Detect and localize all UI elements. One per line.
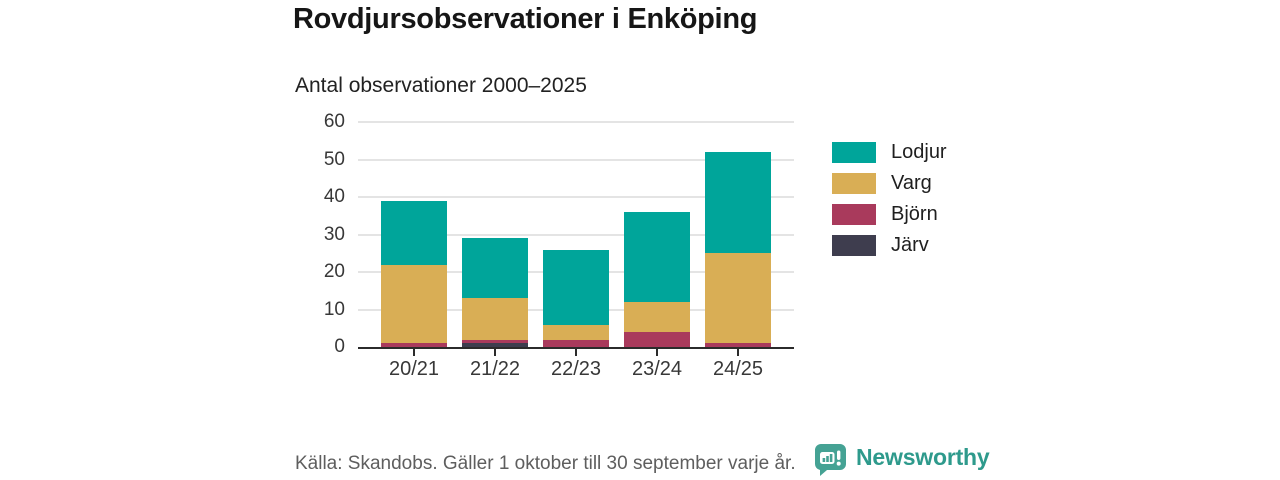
- axis-tick: [737, 349, 739, 356]
- legend-label: Järv: [891, 234, 929, 256]
- legend: Lodjur Varg Björn Järv: [832, 141, 947, 266]
- bar-stack: [624, 122, 690, 347]
- legend-label: Björn: [891, 203, 938, 225]
- legend-label: Lodjur: [891, 141, 947, 163]
- legend-swatch: [832, 142, 876, 163]
- brand-lockup: Newsworthy: [814, 443, 990, 476]
- y-tick-label: 0: [334, 336, 345, 357]
- axis-tick: [575, 349, 577, 356]
- bar-stack: [543, 122, 609, 347]
- bar-segment: [462, 339, 528, 344]
- x-tick-label: 24/25: [712, 358, 764, 380]
- bar-segment: [381, 343, 447, 347]
- x-tick-label: 22/23: [550, 358, 602, 380]
- bar-stack: [381, 122, 447, 347]
- chart-title: Rovdjursobservationer i Enköping: [293, 3, 758, 35]
- bar-segment: [705, 253, 771, 344]
- y-tick-label: 30: [323, 223, 345, 245]
- axis-tick: [656, 349, 658, 356]
- bar-segment: [624, 302, 690, 332]
- legend-row: Varg: [832, 172, 947, 194]
- grid-line: [358, 196, 794, 198]
- x-tick-label: 23/24: [631, 358, 683, 380]
- axis-tick: [413, 349, 415, 356]
- legend-row: Lodjur: [832, 141, 947, 163]
- bar-segment: [624, 212, 690, 302]
- y-tick-label: 40: [323, 186, 345, 207]
- bar-segment: [462, 298, 528, 340]
- bar-segment: [543, 339, 609, 347]
- legend-label: Varg: [891, 172, 932, 194]
- bar-segment: [381, 264, 447, 344]
- legend-swatch: [832, 173, 876, 194]
- y-tick-label: 20: [323, 261, 345, 282]
- legend-swatch: [832, 204, 876, 225]
- bar-segment: [705, 343, 771, 347]
- bar-segment: [705, 152, 771, 254]
- source-note: Källa: Skandobs. Gäller 1 oktober till 3…: [295, 453, 796, 474]
- x-axis-line: [358, 346, 794, 349]
- bar-segment: [462, 343, 528, 347]
- chart-subtitle: Antal observationer 2000–2025: [295, 74, 587, 97]
- bar-segment: [381, 200, 447, 265]
- bar-stack: [462, 122, 528, 347]
- y-tick-label: 50: [323, 148, 345, 170]
- axis-tick: [494, 349, 496, 356]
- bar-segment: [543, 249, 609, 325]
- grid-line: [358, 233, 794, 236]
- grid-line: [358, 158, 794, 161]
- newsworthy-logo-icon: [814, 444, 846, 476]
- legend-row: Björn: [832, 203, 947, 225]
- plot-area: 0 10 20 30 40 50 60 20/21 21/22 22/23 23/24 24/25: [324, 111, 794, 380]
- y-tick-label: 10: [323, 298, 345, 320]
- bar-segment: [624, 332, 690, 347]
- bar-segment: [462, 238, 528, 299]
- legend-swatch: [832, 235, 876, 256]
- legend-row: Järv: [832, 234, 947, 256]
- brand-name: Newsworthy: [856, 444, 990, 470]
- grid-line: [358, 121, 794, 123]
- x-tick-label: 21/22: [469, 358, 521, 380]
- x-tick-label: 20/21: [388, 358, 440, 380]
- bar-segment: [543, 324, 609, 340]
- y-tick-label: 60: [323, 111, 345, 132]
- bar-stack: [705, 122, 771, 347]
